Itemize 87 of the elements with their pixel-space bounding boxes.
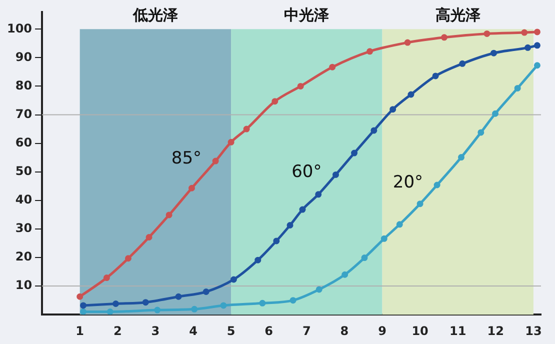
x-tick-label: 9 [378,324,386,338]
point [408,91,414,98]
point [202,288,210,296]
y-tick-label: 30 [15,221,32,236]
point [396,221,403,228]
point [440,34,448,41]
point [416,200,424,208]
point [154,306,161,314]
point [273,238,280,244]
y-tick-label: 70 [15,106,32,121]
x-tick-label: 11 [449,324,466,338]
point [534,62,540,69]
point [142,299,149,306]
point [166,212,172,218]
point [478,129,484,136]
point [332,171,339,178]
x-tick-label: 10 [412,324,428,338]
band-label: 高光泽 [435,6,482,24]
y-tick-label: 20 [15,250,32,264]
point [76,293,84,300]
point [230,276,237,283]
point [390,106,396,113]
point [458,154,464,161]
point [228,138,234,146]
point [351,150,358,156]
point [175,293,182,300]
point [434,182,440,188]
band-label: 中光泽 [284,6,330,24]
point [212,158,219,164]
point [286,222,294,228]
point [124,255,132,262]
x-tick-label: 2 [113,324,122,338]
point [361,254,368,262]
point [342,271,348,278]
point [103,274,110,282]
point [220,302,227,309]
point [404,39,411,46]
point [380,235,388,242]
point [329,64,336,70]
series-label: 85° [171,148,202,168]
x-tick-label: 8 [340,324,349,338]
point [106,308,114,315]
y-tick-label: 50 [15,164,32,178]
point [259,300,266,306]
point [524,44,532,51]
y-tick-label: 80 [15,78,32,92]
x-tick-label: 6 [264,324,274,338]
series-label: 60° [292,162,322,182]
point [146,234,152,240]
point [297,82,304,90]
x-tick-label: 4 [189,324,198,338]
y-tick-label: 90 [15,50,32,64]
y-tick-label: 10 [15,278,32,292]
point [484,30,490,37]
point [191,306,198,312]
x-tick-label: 12 [487,324,504,338]
point [490,50,497,56]
point [459,60,466,67]
point [80,308,86,315]
point [315,191,322,198]
y-tick-label: 100 [6,21,32,36]
point [254,256,262,264]
point [188,184,195,192]
point [370,127,378,134]
point [492,110,499,117]
point [534,42,540,49]
point [316,286,322,293]
point [514,84,521,92]
x-tick-label: 5 [226,324,236,338]
y-tick-label: 40 [15,192,32,207]
point [521,29,528,36]
x-tick-label: 7 [302,324,311,338]
series-label: 20° [392,172,424,192]
point [534,28,540,36]
point [243,126,250,132]
point [80,302,86,309]
band-label: 低光泽 [132,6,179,24]
point [432,72,439,80]
point [272,98,278,105]
point [112,300,120,307]
point [366,48,374,55]
point [299,206,306,213]
point [290,297,296,304]
y-tick-label: 60 [15,135,32,150]
x-tick-label: 1 [76,324,84,338]
x-tick-label: 13 [525,324,542,338]
x-tick-label: 3 [151,324,160,338]
